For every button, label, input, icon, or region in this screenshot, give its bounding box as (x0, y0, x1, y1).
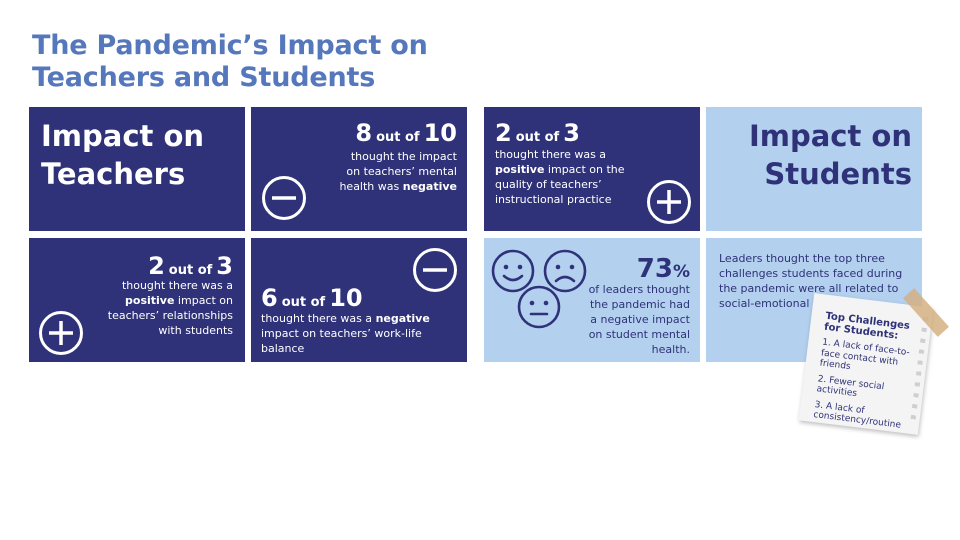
worklife-stat-tile: 6 out of 10 thought there was a negative i… (251, 238, 467, 362)
neutral-face-icon (517, 285, 561, 329)
sad-face-icon (543, 249, 587, 293)
instruction-description: thought there was a positive impact on t… (495, 148, 625, 206)
students-heading-tile: Impact on Students (706, 107, 922, 231)
relationships-stat: 2 out of 3 (148, 252, 233, 280)
mental-health-description: thought the impact on teachers’ mental h… (339, 150, 457, 193)
relationships-stat-tile: 2 out of 3 thought there was a positive im… (29, 238, 245, 362)
teachers-heading: Impact on Teachers (41, 119, 205, 191)
plus-circle-icon (39, 311, 83, 355)
title-line-1: The Pandemic’s Impact on (32, 30, 428, 61)
happy-face-icon (491, 249, 535, 293)
challenges-note: Top Challenges for Students: 1. A lack o… (798, 293, 934, 435)
teachers-heading-tile: Impact on Teachers (29, 107, 245, 231)
minus-circle-icon (413, 248, 457, 292)
relationships-description: thought there was a positive impact on t… (107, 279, 233, 337)
worklife-stat: 6 out of 10 (261, 284, 363, 312)
student-mental-health-tile: 73% of leaders thought the pandemic had … (484, 238, 700, 362)
mental-health-stat-tile: 8 out of 10 thought the impact on teachers… (251, 107, 467, 231)
plus-circle-icon (647, 180, 691, 224)
students-percent-stat: 73% (636, 254, 690, 284)
minus-circle-icon (262, 176, 306, 220)
worklife-description: thought there was a negative impact on t… (261, 312, 430, 355)
students-percent-description: of leaders thought the pandemic had a ne… (588, 283, 690, 356)
instruction-stat: 2 out of 3 (495, 119, 580, 147)
note-item: 1. A lack of face-to-face contact with f… (819, 337, 911, 373)
students-heading: Impact on Students (748, 119, 912, 191)
instruction-stat-tile: 2 out of 3 thought there was a positive im… (484, 107, 700, 231)
page-title: The Pandemic’s Impact on Teachers and St… (32, 30, 428, 94)
title-line-2: Teachers and Students (32, 62, 376, 93)
mental-health-stat: 8 out of 10 (355, 119, 457, 147)
